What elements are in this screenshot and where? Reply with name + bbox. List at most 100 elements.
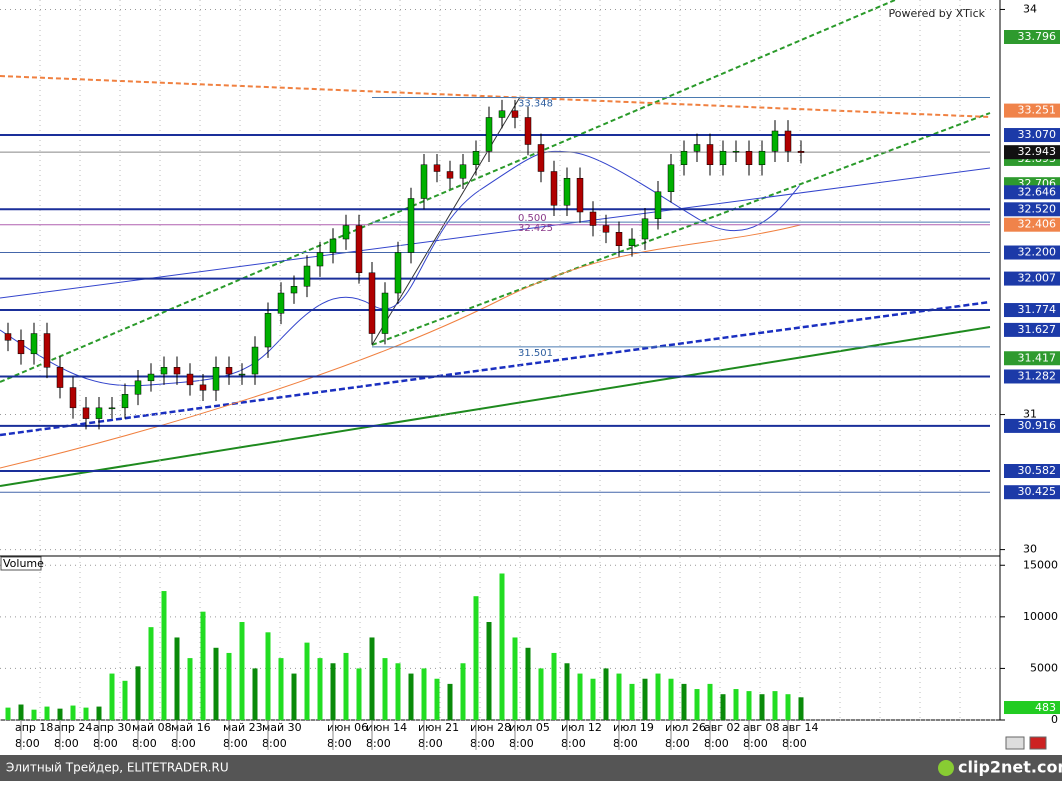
trend-line xyxy=(0,75,991,118)
x-time-label: 8:00 xyxy=(262,737,287,750)
level-label-box xyxy=(1004,485,1060,500)
candle-body xyxy=(628,238,636,247)
candle-body xyxy=(186,373,194,386)
candle-body xyxy=(238,373,246,376)
volume-bar xyxy=(187,658,193,720)
watermark: Powered by XTick xyxy=(889,7,986,20)
x-time-label: 8:00 xyxy=(509,737,534,750)
panel-label-box xyxy=(0,556,42,571)
volume-bar xyxy=(590,678,596,720)
x-time-label: 8:00 xyxy=(782,737,807,750)
candle-body xyxy=(576,177,584,213)
trend-line xyxy=(0,167,991,299)
volume-bar xyxy=(5,707,11,720)
volume-bar xyxy=(57,708,63,720)
volume-bar xyxy=(109,673,115,720)
volume-bar xyxy=(395,663,401,720)
volume-bar xyxy=(278,658,284,720)
x-tick-label: май 16 xyxy=(171,721,211,734)
level-label-box xyxy=(1004,128,1060,143)
candle-body xyxy=(329,238,337,253)
candle-body xyxy=(394,252,402,294)
x-time-label: 8:00 xyxy=(704,737,729,750)
trend-line xyxy=(0,0,896,383)
plot-layer: 30313433.79633.25133.07032.89332.94332.7… xyxy=(0,0,1060,750)
volume-bar xyxy=(694,689,700,720)
level-label-box xyxy=(1004,464,1060,479)
volume-bar xyxy=(122,680,128,720)
volume-bar xyxy=(486,621,492,720)
current-volume-box xyxy=(1004,701,1060,715)
candle-body xyxy=(589,211,597,226)
candle-body xyxy=(108,407,116,410)
logo-text: clip2net.com xyxy=(958,758,1062,777)
trend-line xyxy=(0,300,991,437)
volume-bar xyxy=(707,683,713,720)
candle-body xyxy=(121,394,129,409)
candle-body xyxy=(82,407,90,419)
volume-bar xyxy=(226,652,232,720)
volume-bar xyxy=(252,668,258,720)
level-label-box xyxy=(1004,145,1060,160)
x-time-label: 8:00 xyxy=(366,737,391,750)
x-tick-label: июл 05 xyxy=(509,721,550,734)
volume-bar xyxy=(265,632,271,720)
volume-bar xyxy=(31,709,37,720)
candle-body xyxy=(446,171,454,179)
volume-bar xyxy=(746,691,752,720)
level-label: 32.520 xyxy=(1018,202,1057,215)
x-time-label: 8:00 xyxy=(418,737,443,750)
volume-bar xyxy=(499,573,505,720)
annotation: 33.348 xyxy=(518,98,553,109)
candle-body xyxy=(4,333,12,341)
y-tick-label: 15000 xyxy=(1023,558,1058,571)
candle-body xyxy=(550,171,558,206)
toolbar-button[interactable] xyxy=(1029,736,1047,750)
candle-body xyxy=(160,367,168,375)
volume-bar xyxy=(629,683,635,720)
candle-body xyxy=(43,333,51,368)
y-tick-label: 5000 xyxy=(1030,661,1058,674)
volume-bar xyxy=(356,668,362,720)
x-time-label: 8:00 xyxy=(93,737,118,750)
volume-bar xyxy=(447,683,453,720)
candle-body xyxy=(17,340,25,355)
level-label: 33.251 xyxy=(1018,104,1057,117)
footer-bar xyxy=(0,755,1062,781)
candle-body xyxy=(134,380,142,395)
candle-body xyxy=(264,313,272,348)
x-tick-label: апр 30 xyxy=(93,721,131,734)
current-volume-label: 483 xyxy=(1035,701,1056,714)
footer-text: Элитный Трейдер, ELITETRADER.RU xyxy=(6,761,229,775)
y-tick-label: 0 xyxy=(1051,713,1058,726)
logo-icon xyxy=(938,760,954,776)
level-label-box xyxy=(1004,271,1060,286)
volume-bar xyxy=(434,678,440,720)
candle-body xyxy=(784,130,792,152)
level-label: 31.774 xyxy=(1018,303,1057,316)
volume-bar xyxy=(460,663,466,720)
candle-body xyxy=(30,333,38,355)
x-tick-label: авг 02 xyxy=(704,721,741,734)
candle-body xyxy=(277,292,285,314)
volume-bar xyxy=(421,668,427,720)
candle-body xyxy=(147,373,155,382)
candle-body xyxy=(355,225,363,274)
candle-body xyxy=(95,407,103,419)
toolbar-button[interactable] xyxy=(1005,736,1025,750)
level-label: 32.406 xyxy=(1018,218,1057,231)
level-label: 32.200 xyxy=(1018,246,1057,259)
volume-bar xyxy=(564,663,570,720)
x-tick-label: авг 08 xyxy=(743,721,780,734)
x-tick-label: июн 28 xyxy=(470,721,511,734)
trend-lines xyxy=(0,0,991,487)
volume-bar xyxy=(304,642,310,720)
candle-body xyxy=(485,117,493,152)
panel-label: Volume xyxy=(3,557,44,570)
level-label-box xyxy=(1004,202,1060,217)
x-tick-label: июн 21 xyxy=(418,721,459,734)
x-time-label: 8:00 xyxy=(54,737,79,750)
volume-bar xyxy=(525,647,531,720)
